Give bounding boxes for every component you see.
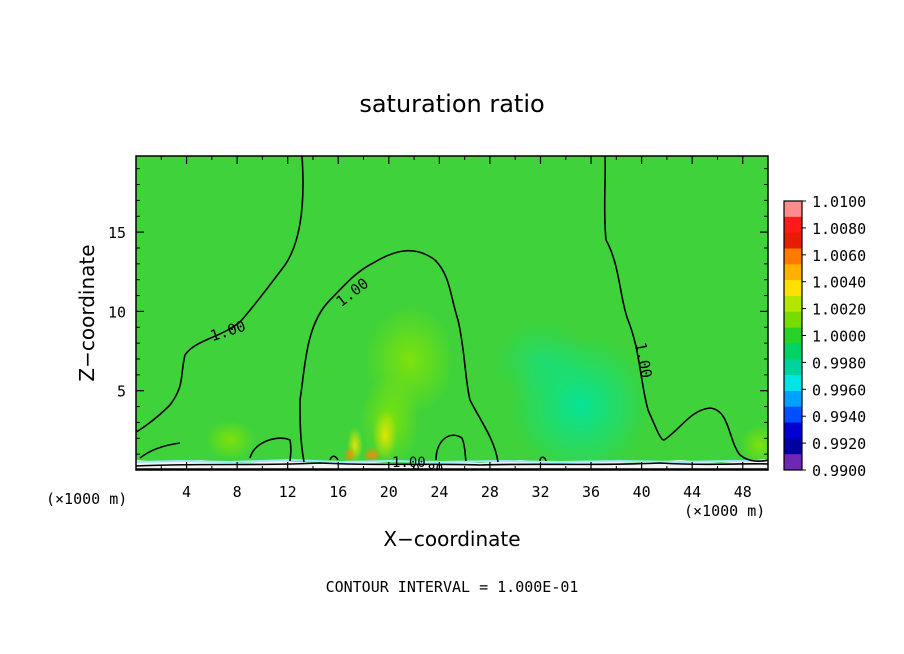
supersaturated-region — [205, 420, 255, 460]
colorbar-swatch — [784, 390, 802, 408]
colorbar-label: 0.9920 — [812, 435, 866, 453]
contour-line — [136, 462, 768, 467]
x-tick-label: 16 — [329, 483, 347, 501]
colorbar-label: 1.0040 — [812, 274, 866, 292]
colorbar-label: 0.9960 — [812, 381, 866, 399]
subsaturated-region — [495, 320, 585, 400]
supersaturated-region — [740, 425, 768, 465]
colorbar-swatch — [784, 248, 802, 265]
colorbar-swatch — [784, 232, 802, 249]
chart-title: saturation ratio — [359, 90, 544, 118]
colorbar-label: 0.9940 — [812, 408, 866, 426]
colorbar-swatch — [784, 295, 802, 313]
x-axis: 4 8 12 16 20 24 28 32 36 40 44 48 — [160, 156, 752, 501]
x-tick-label: 32 — [531, 483, 549, 501]
contour-line — [435, 434, 467, 462]
x-tick-label: 48 — [734, 483, 752, 501]
x-axis-title: X−coordinate — [383, 527, 520, 551]
contour-label: 1.00 — [631, 341, 655, 380]
y-axis: 5 10 15 — [108, 168, 768, 455]
colorbar-swatch — [784, 422, 802, 439]
x-tick-label: 28 — [481, 483, 499, 501]
supersaturated-region — [344, 447, 356, 463]
colorbar-label: 0.9900 — [812, 462, 866, 480]
colorbar-swatch — [784, 406, 802, 424]
colorbar-label: 1.0080 — [812, 220, 866, 238]
x-tick-label: 12 — [279, 483, 297, 501]
colorbar-label: 1.0060 — [812, 247, 866, 265]
colorbar-label: 1.0100 — [812, 193, 866, 211]
plot-frame — [135, 155, 769, 471]
colorbar-swatch — [784, 438, 802, 455]
colorbar-swatch — [784, 375, 802, 392]
x-tick-label: 40 — [633, 483, 651, 501]
colorbar-swatch — [784, 311, 802, 329]
colorbar-label: 1.0000 — [812, 328, 866, 346]
colorbar-swatch — [784, 327, 802, 344]
contour-label: 0.80 — [412, 463, 443, 478]
contour-line — [249, 437, 292, 462]
supersaturated-region — [373, 410, 397, 460]
contour-line — [603, 156, 768, 462]
colorbar-label: 0.9980 — [812, 354, 866, 372]
x-tick-label: 36 — [582, 483, 600, 501]
y-tick-label: 15 — [108, 224, 126, 242]
heatmap-field: 1.00 1.00 1.00 1.00 0.80 — [136, 156, 768, 478]
colorbar-label: 1.0020 — [812, 301, 866, 319]
surface-layer — [136, 458, 768, 464]
colorbar-swatch — [784, 343, 802, 360]
colorbar-swatch — [784, 201, 802, 218]
colorbar-swatch — [784, 454, 802, 471]
x-tick-label: 20 — [380, 483, 398, 501]
x-unit-label-left: (×1000 m) — [46, 490, 127, 508]
x-tick-label: 24 — [430, 483, 448, 501]
contour-line — [329, 455, 339, 461]
y-axis-title: Z−coordinate — [75, 244, 99, 381]
x-tick-label: 8 — [233, 483, 242, 501]
colorbar-swatch — [784, 359, 802, 376]
y-tick-label: 10 — [108, 303, 126, 321]
colorbar-swatch — [784, 264, 802, 281]
field-background — [136, 156, 768, 470]
supersaturated-region — [362, 447, 382, 463]
colorbar-swatch — [784, 280, 802, 297]
contour-line — [136, 156, 304, 433]
x-tick-label: 44 — [683, 483, 701, 501]
x-tick-label: 4 — [182, 483, 191, 501]
contour-label: 1.00 — [392, 455, 426, 471]
contour-interval-note: CONTOUR INTERVAL = 1.000E-01 — [326, 578, 579, 596]
contour-line — [139, 442, 181, 459]
x-unit-label-right: (×1000 m) — [684, 502, 765, 520]
contour-lines — [136, 156, 768, 470]
colorbar: 1.0100 1.0080 1.0060 1.0040 1.0020 1.0000 0.99… — [783, 193, 866, 480]
contour-line — [299, 249, 499, 463]
y-tick-label: 5 — [117, 383, 126, 401]
contour-line — [539, 456, 547, 462]
colorbar-swatch — [784, 216, 802, 234]
